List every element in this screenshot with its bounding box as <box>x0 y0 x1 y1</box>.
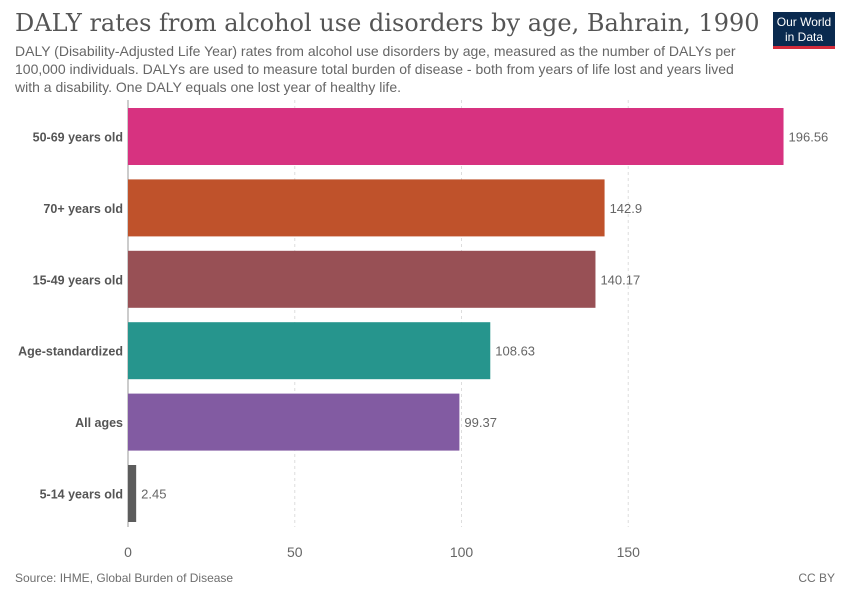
category-label-2: 15-49 years old <box>33 273 123 287</box>
bar-4 <box>128 393 460 451</box>
bar-2 <box>128 250 596 308</box>
value-label-4: 99.37 <box>464 415 497 430</box>
category-label-3: Age-standardized <box>18 345 123 359</box>
category-labels: 50-69 years old 70+ years old 15-49 years … <box>18 131 123 502</box>
bar-5 <box>128 465 137 522</box>
gridlines <box>127 100 629 527</box>
category-label-0: 50-69 years old <box>33 131 123 145</box>
value-label-2: 140.17 <box>600 272 640 287</box>
value-label-1: 142.9 <box>610 201 643 216</box>
value-label-5: 2.45 <box>141 487 166 502</box>
logo-line-1: Our World <box>776 15 832 29</box>
x-tick-label-3: 150 <box>617 544 641 560</box>
x-tick-label-0: 0 <box>124 544 132 560</box>
value-labels: 196.56 142.9 140.17 108.63 99.37 2.45 <box>141 130 828 502</box>
owid-logo[interactable]: Our World in Data <box>773 12 835 49</box>
value-label-3: 108.63 <box>495 344 535 359</box>
value-label-0: 196.56 <box>789 130 829 145</box>
bar-0 <box>128 108 784 165</box>
category-label-5: 5-14 years old <box>40 488 123 502</box>
bar-3 <box>128 322 491 380</box>
x-tick-label-2: 100 <box>450 544 474 560</box>
chart-title: DALY rates from alcohol use disorders by… <box>15 9 760 37</box>
category-label-4: All ages <box>75 416 123 430</box>
chart-subtitle: DALY (Disability-Adjusted Life Year) rat… <box>15 43 736 95</box>
x-axis-ticks: 0 50 100 150 <box>124 544 640 560</box>
source-note[interactable]: Source: IHME, Global Burden of Disease <box>15 571 234 585</box>
license-link[interactable]: CC BY <box>798 571 835 585</box>
bars <box>128 108 784 522</box>
category-label-1: 70+ years old <box>43 202 123 216</box>
x-tick-label-1: 50 <box>287 544 303 560</box>
bar-1 <box>128 179 605 237</box>
logo-line-2: in Data <box>784 30 824 44</box>
